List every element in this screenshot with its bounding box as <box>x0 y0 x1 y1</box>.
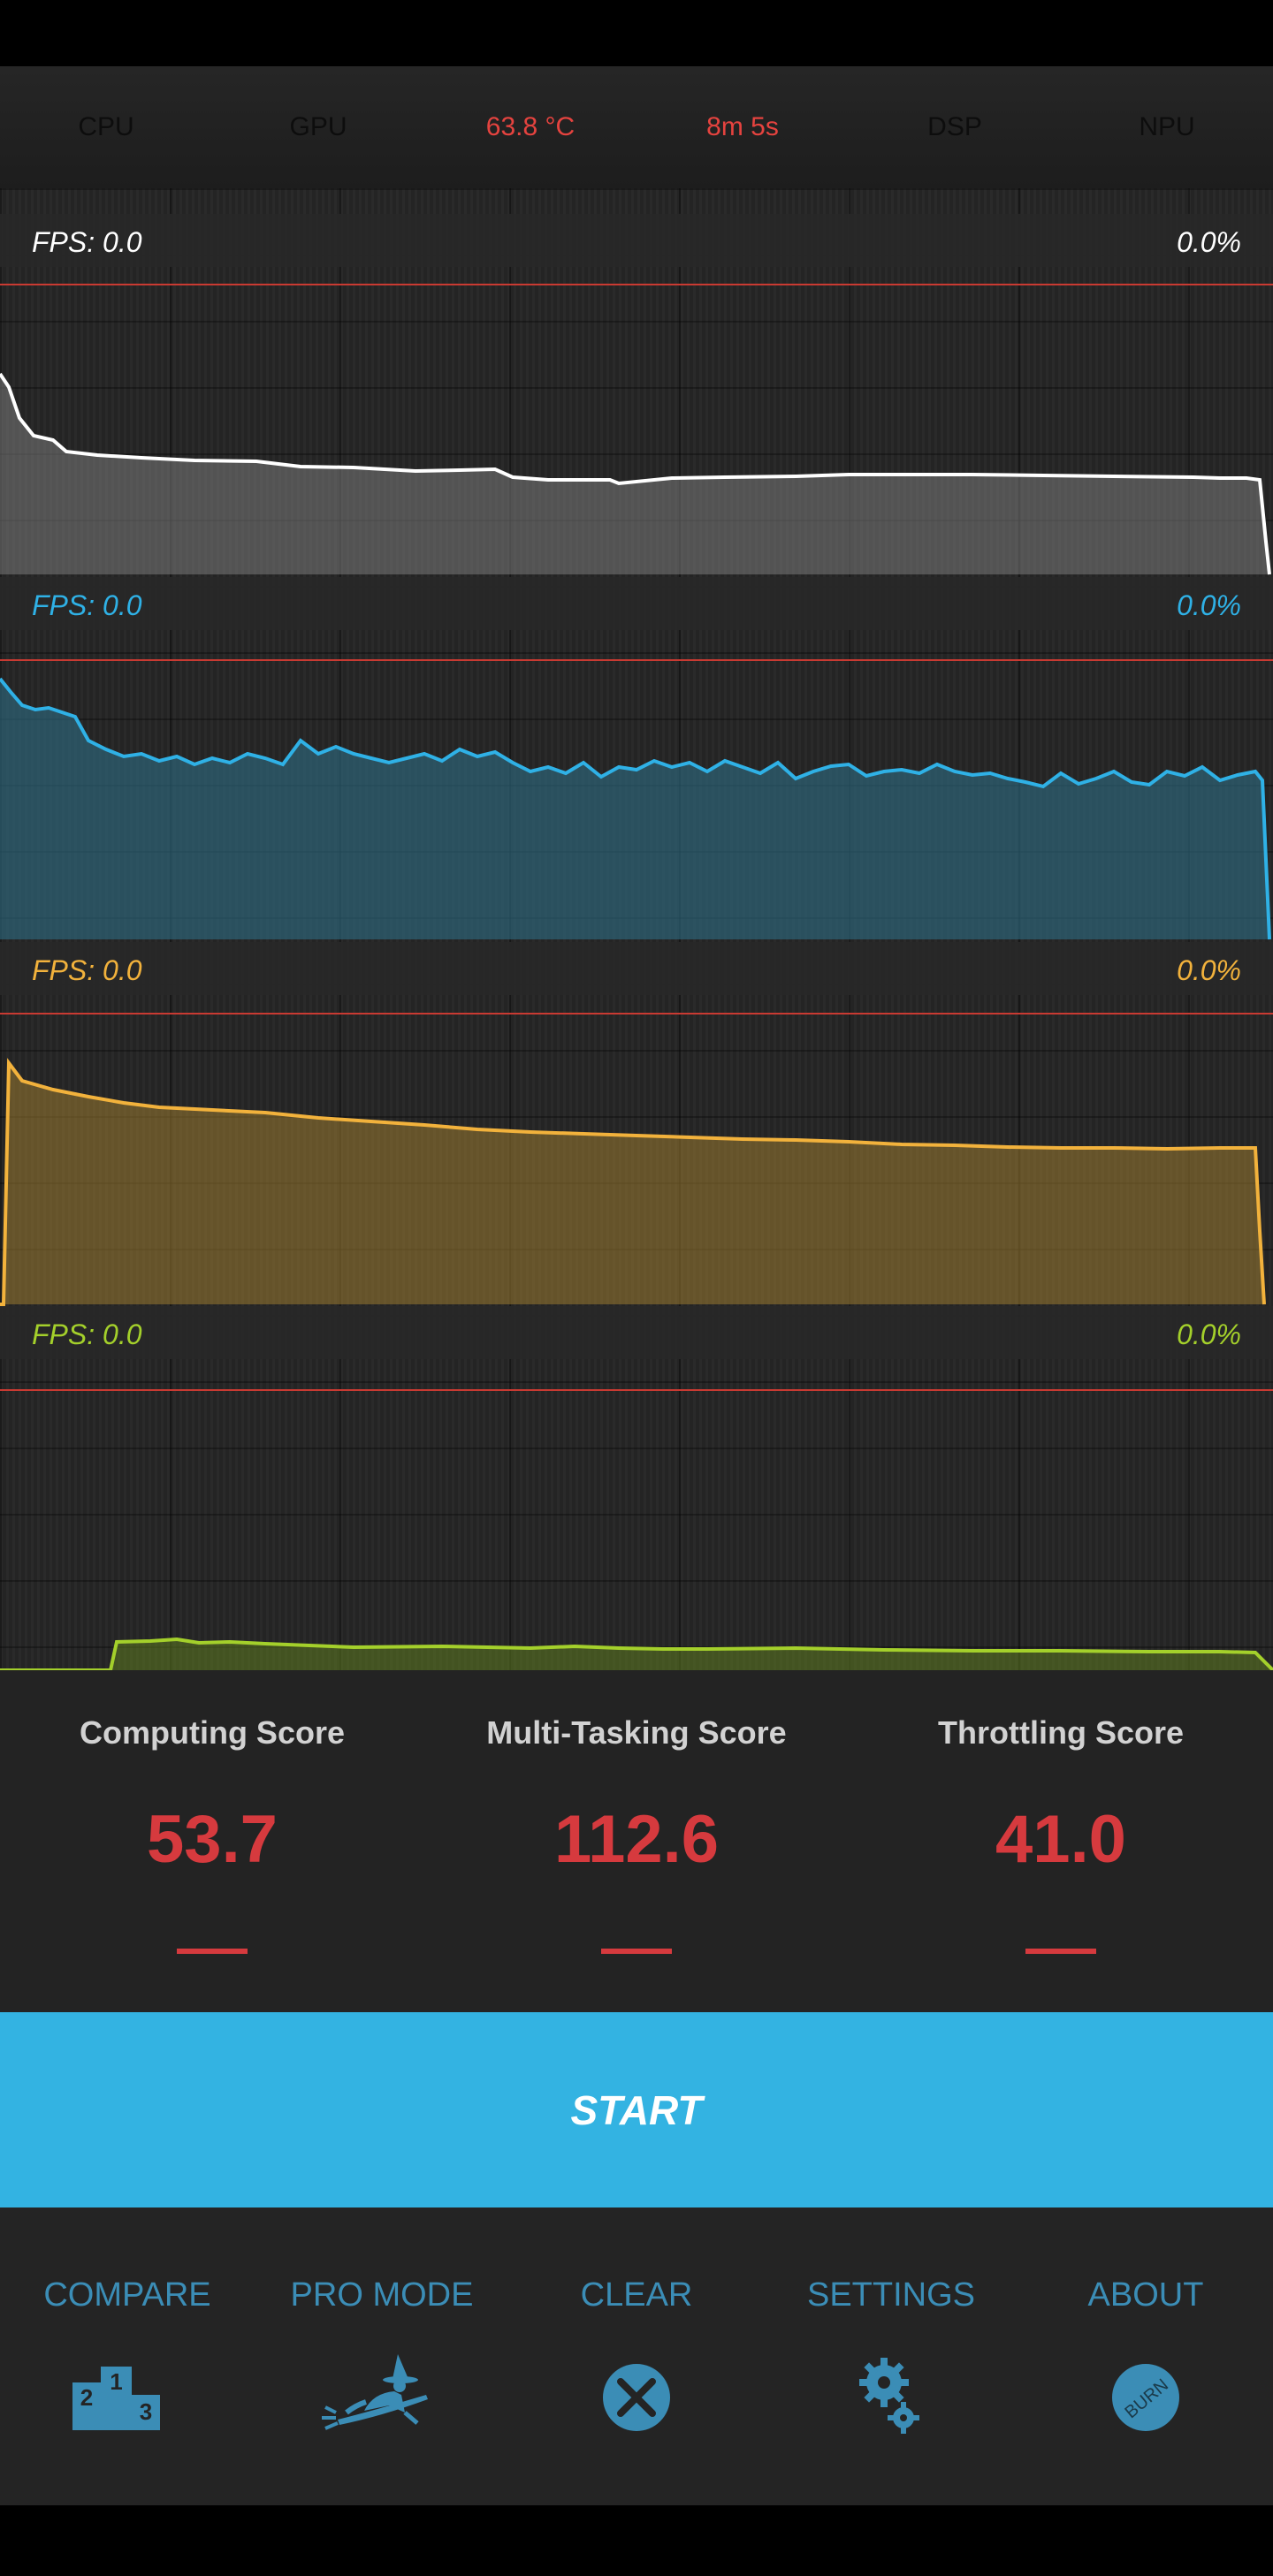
graph-4-fps: FPS: 0.0 <box>32 1318 142 1350</box>
burn-logo-icon: BURN <box>1112 2364 1179 2431</box>
start-button[interactable]: START <box>0 2012 1273 2207</box>
status-bar <box>0 0 1273 66</box>
graphs-svg <box>0 372 1273 1670</box>
graph-4-line <box>0 1637 1273 1670</box>
graph-1-fps: FPS: 0.0 <box>32 226 142 258</box>
multitasking-score-title: Multi-Tasking Score <box>486 1714 787 1751</box>
stat-dsp: DSP <box>927 112 982 141</box>
clear-x-icon <box>603 2364 670 2431</box>
graph-3-fps: FPS: 0.0 <box>32 954 142 986</box>
throttling-score-title: Throttling Score <box>938 1714 1184 1751</box>
nav-clear-label: CLEAR <box>580 2276 693 2314</box>
graph-2-percent: 0.0% <box>1177 589 1241 621</box>
multitasking-score: Multi-Tasking Score 112.6 <box>424 1670 849 2012</box>
graph-4-area <box>0 1639 1273 1670</box>
nav-compare-label: COMPARE <box>43 2276 211 2314</box>
throttling-score: Throttling Score 41.0 <box>849 1670 1273 2012</box>
graph-3-redline <box>0 1013 1273 1014</box>
graph-4-percent: 0.0% <box>1177 1318 1241 1350</box>
podium-second: 2 <box>80 2384 93 2411</box>
bottom-nav: COMPARE 1 2 3 PRO MODE <box>0 2207 1273 2505</box>
multitasking-score-dash <box>601 1949 672 1954</box>
nav-pro-mode[interactable]: PRO MODE <box>255 2207 509 2505</box>
graph-4-redline <box>0 1389 1273 1391</box>
nav-compare[interactable]: COMPARE 1 2 3 <box>0 2207 255 2505</box>
stat-npu: NPU <box>1139 112 1195 141</box>
nav-about[interactable]: ABOUT BURN <box>1018 2207 1273 2505</box>
nav-clear[interactable]: CLEAR <box>509 2207 764 2505</box>
stat-elapsed-time: 8m 5s <box>706 112 779 141</box>
graph-1-header: FPS: 0.0 0.0% <box>0 214 1273 267</box>
graph-1-percent: 0.0% <box>1177 226 1241 258</box>
throttling-score-value: 41.0 <box>995 1802 1126 1877</box>
multitasking-score-value: 112.6 <box>554 1802 719 1877</box>
nav-about-label: ABOUT <box>1087 2276 1204 2314</box>
stats-bar: CPU GPU 63.8 °C 8m 5s DSP NPU <box>0 66 1273 188</box>
stat-gpu: GPU <box>289 112 347 141</box>
computing-score: Computing Score 53.7 <box>0 1670 424 2012</box>
graph-1-area <box>0 374 1273 574</box>
graph-1-line <box>0 372 1271 575</box>
graph-3-area <box>0 1063 1273 1304</box>
throttling-score-dash <box>1025 1949 1096 1954</box>
computing-score-value: 53.7 <box>147 1802 278 1877</box>
computing-score-dash <box>177 1949 248 1954</box>
stat-cpu: CPU <box>78 112 134 141</box>
nav-settings[interactable]: SETTINGS <box>764 2207 1018 2505</box>
graph-2-area <box>0 679 1273 939</box>
nav-settings-label: SETTINGS <box>806 2276 976 2314</box>
stat-temperature: 63.8 °C <box>485 112 576 141</box>
podium-third: 3 <box>140 2398 152 2425</box>
graph-3-line <box>0 1058 1266 1306</box>
graph-3-header: FPS: 0.0 0.0% <box>0 942 1273 995</box>
graph-4-header: FPS: 0.0 0.0% <box>0 1306 1273 1359</box>
graph-2-line <box>0 677 1271 940</box>
computing-score-title: Computing Score <box>79 1714 345 1751</box>
gear-icon <box>859 2358 919 2434</box>
scores-panel: Computing Score 53.7 Multi-Tasking Score… <box>0 1670 1273 2012</box>
graph-2-redline <box>0 659 1273 661</box>
graphs-panel: FPS: 0.0 0.0% FPS: 0.0 0.0% FPS: 0.0 0.0… <box>0 188 1273 1670</box>
podium-first: 1 <box>110 2368 122 2395</box>
graph-2-header: FPS: 0.0 0.0% <box>0 577 1273 630</box>
graph-2-fps: FPS: 0.0 <box>32 589 142 621</box>
podium-icon: 1 2 3 <box>72 2367 160 2430</box>
witch-icon <box>322 2354 428 2430</box>
graph-1-redline <box>0 284 1273 285</box>
graph-3-percent: 0.0% <box>1177 954 1241 986</box>
system-nav-bar <box>0 2505 1273 2576</box>
nav-pro-mode-label: PRO MODE <box>290 2276 474 2314</box>
